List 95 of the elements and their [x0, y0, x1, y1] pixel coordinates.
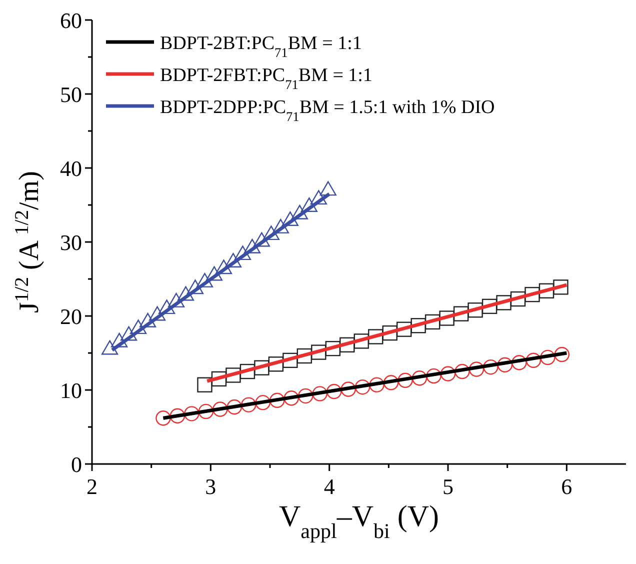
point [553, 280, 568, 295]
point [158, 300, 176, 314]
x-tick-label: 4 [324, 474, 335, 499]
point [320, 181, 336, 196]
point [197, 377, 212, 392]
point [298, 388, 314, 404]
point [396, 322, 412, 337]
point [186, 280, 204, 294]
point [398, 372, 413, 388]
point [240, 364, 256, 380]
point [340, 337, 355, 352]
point [296, 348, 312, 364]
point [148, 306, 166, 321]
point [291, 204, 308, 220]
point [120, 326, 138, 341]
point [468, 362, 484, 377]
x-tick-label: 6 [561, 474, 572, 499]
point [440, 366, 456, 382]
point [526, 352, 542, 368]
x-tick-label: 5 [442, 474, 454, 499]
point [483, 359, 498, 375]
point [196, 272, 214, 288]
point [496, 295, 512, 310]
point [524, 286, 540, 302]
point [497, 357, 513, 372]
point [368, 329, 384, 344]
y-tick-label: 60 [60, 8, 82, 33]
point [354, 334, 369, 349]
point [156, 410, 171, 426]
point [412, 370, 428, 386]
point [234, 246, 252, 260]
x-axis-title: V$_{appl}$–V$_{bi}$ (V) [279, 500, 439, 543]
point [410, 318, 426, 334]
x-tick-label: 3 [205, 474, 216, 499]
legend-label: BDPT-2BT:PC$_{71}$BM = 1:1 [160, 33, 362, 60]
point [554, 346, 570, 362]
point [284, 390, 299, 406]
point [312, 386, 328, 402]
point [300, 197, 318, 212]
point [226, 368, 241, 383]
point [383, 375, 399, 390]
point [253, 232, 270, 247]
point [198, 404, 214, 420]
point [310, 190, 327, 205]
point [538, 283, 554, 298]
point [424, 314, 440, 330]
y-tick-label: 10 [60, 378, 82, 403]
point [325, 340, 340, 356]
point [282, 352, 298, 368]
point [177, 286, 194, 301]
point [369, 377, 384, 392]
point [468, 302, 483, 318]
point [426, 368, 442, 384]
point [244, 238, 260, 254]
point [270, 392, 285, 408]
point [215, 260, 232, 274]
point [340, 382, 356, 397]
point [510, 291, 526, 307]
point [170, 408, 186, 424]
point [326, 384, 342, 400]
point [268, 356, 284, 372]
point [311, 344, 326, 360]
point [206, 266, 223, 281]
point [224, 252, 242, 268]
point [439, 310, 454, 326]
point [354, 379, 370, 395]
point [454, 364, 470, 380]
point [212, 402, 228, 417]
point [102, 340, 118, 355]
point [184, 406, 200, 422]
point [453, 306, 469, 322]
point [130, 320, 147, 334]
point [262, 226, 280, 240]
x-tick-label: 2 [86, 474, 98, 499]
legend-label: BDPT-2DPP:PC$_{71}$BM = 1.5:1 with 1% DIO [160, 97, 495, 124]
point [226, 399, 242, 415]
point [255, 394, 270, 410]
point [211, 371, 227, 386]
point [168, 292, 185, 308]
y-tick-label: 20 [60, 304, 82, 329]
y-tick-label: 0 [71, 452, 82, 477]
point [272, 218, 289, 234]
y-tick-label: 30 [60, 230, 82, 255]
y-tick-label: 40 [60, 156, 82, 181]
point [482, 298, 498, 314]
point [512, 355, 527, 370]
legend-label: BDPT-2FBT:PC$_{71}$BM = 1:1 [160, 65, 372, 92]
point [540, 350, 556, 366]
point [382, 325, 398, 341]
point [254, 360, 270, 376]
point [110, 332, 128, 348]
point [241, 397, 256, 412]
y-tick-label: 50 [60, 82, 82, 107]
point [139, 312, 156, 328]
point [282, 212, 298, 226]
